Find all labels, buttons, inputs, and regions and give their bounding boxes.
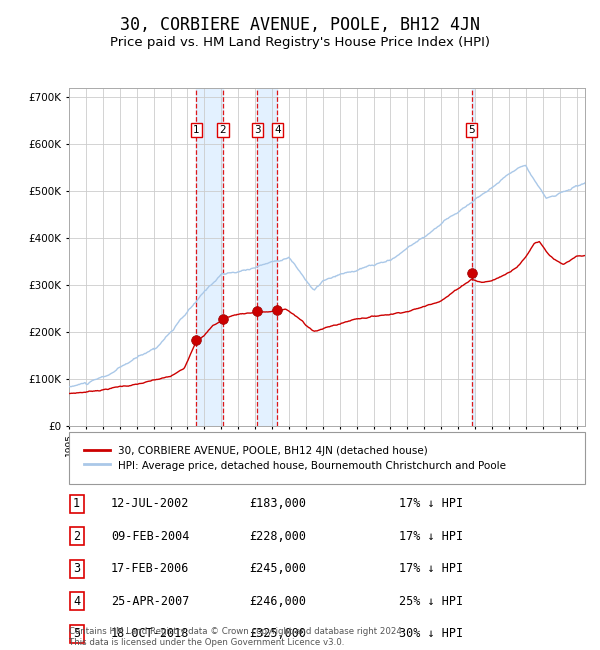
Text: 30% ↓ HPI: 30% ↓ HPI bbox=[399, 627, 463, 640]
Text: 2: 2 bbox=[220, 125, 226, 135]
Text: 1: 1 bbox=[73, 497, 80, 510]
Text: 5: 5 bbox=[469, 125, 475, 135]
Text: 25% ↓ HPI: 25% ↓ HPI bbox=[399, 595, 463, 608]
Text: 17% ↓ HPI: 17% ↓ HPI bbox=[399, 530, 463, 543]
Text: 17-FEB-2006: 17-FEB-2006 bbox=[111, 562, 190, 575]
Text: 2: 2 bbox=[73, 530, 80, 543]
Text: £246,000: £246,000 bbox=[249, 595, 306, 608]
Text: Price paid vs. HM Land Registry's House Price Index (HPI): Price paid vs. HM Land Registry's House … bbox=[110, 36, 490, 49]
Text: 30, CORBIERE AVENUE, POOLE, BH12 4JN: 30, CORBIERE AVENUE, POOLE, BH12 4JN bbox=[120, 16, 480, 34]
Text: Contains HM Land Registry data © Crown copyright and database right 2024.
This d: Contains HM Land Registry data © Crown c… bbox=[69, 627, 404, 647]
Text: 4: 4 bbox=[274, 125, 281, 135]
Text: 18-OCT-2018: 18-OCT-2018 bbox=[111, 627, 190, 640]
Text: 25-APR-2007: 25-APR-2007 bbox=[111, 595, 190, 608]
Text: 4: 4 bbox=[73, 595, 80, 608]
Text: £325,000: £325,000 bbox=[249, 627, 306, 640]
Bar bbox=[257, 88, 277, 426]
Text: 17% ↓ HPI: 17% ↓ HPI bbox=[399, 562, 463, 575]
Bar bbox=[196, 88, 223, 426]
Text: 1: 1 bbox=[193, 125, 200, 135]
Text: 12-JUL-2002: 12-JUL-2002 bbox=[111, 497, 190, 510]
Text: £183,000: £183,000 bbox=[249, 497, 306, 510]
Bar bbox=[472, 88, 473, 426]
Text: £228,000: £228,000 bbox=[249, 530, 306, 543]
Legend: 30, CORBIERE AVENUE, POOLE, BH12 4JN (detached house), HPI: Average price, detac: 30, CORBIERE AVENUE, POOLE, BH12 4JN (de… bbox=[79, 442, 510, 474]
Text: £245,000: £245,000 bbox=[249, 562, 306, 575]
Text: 09-FEB-2004: 09-FEB-2004 bbox=[111, 530, 190, 543]
Text: 17% ↓ HPI: 17% ↓ HPI bbox=[399, 497, 463, 510]
Text: 5: 5 bbox=[73, 627, 80, 640]
Text: 3: 3 bbox=[254, 125, 260, 135]
Text: 3: 3 bbox=[73, 562, 80, 575]
